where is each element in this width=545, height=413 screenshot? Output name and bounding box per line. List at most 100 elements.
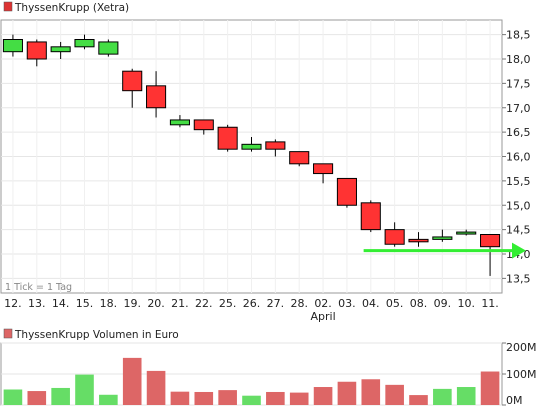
volume-bar [266, 391, 285, 405]
price-x-ticks: 12. 13. 14. 15. 18. 19. 20. 21. 22. 25. 26. 27. 28. 0… [4, 297, 499, 323]
x-month-label: April [310, 310, 335, 323]
candle-body [432, 236, 453, 240]
candle-body [50, 46, 71, 53]
volume-bar [409, 395, 428, 405]
volume-bar [456, 387, 476, 405]
volume-bar [313, 387, 333, 405]
x-tick-label: 28. [290, 297, 308, 310]
price-y-tick-label: 17,5 [506, 77, 531, 90]
candle [480, 234, 501, 276]
x-tick-label: 20. [147, 297, 165, 310]
candle [2, 34, 23, 57]
price-y-tick-label: 14,5 [506, 224, 531, 237]
volume-bar [385, 384, 404, 405]
x-tick-label: 26. [243, 297, 261, 310]
volume-y-ticks: 0M 100M 200M [502, 341, 537, 407]
volume-bar [337, 381, 357, 405]
volume-bars [3, 357, 500, 405]
arrow-head [512, 242, 526, 259]
candle-body [360, 202, 381, 231]
x-tick-label: 15. [76, 297, 94, 310]
candle-body [98, 41, 119, 55]
x-tick-label: 21. [171, 297, 189, 310]
candle [74, 34, 95, 50]
candle [50, 41, 71, 59]
volume-y-tick-label: 0M [506, 394, 523, 407]
volume-y-tick-label: 200M [506, 341, 537, 354]
volume-legend: ThyssenKrupp Volumen in Euro [14, 329, 179, 341]
x-tick-label: 27. [267, 297, 285, 310]
x-tick-label: 03. [338, 297, 356, 310]
volume-bar [480, 371, 500, 405]
candle-body [169, 119, 190, 126]
candle [265, 139, 286, 157]
candle-body [2, 39, 23, 53]
candle [122, 68, 143, 108]
x-tick-label: 22. [195, 297, 213, 310]
candle [193, 119, 214, 135]
candle-body [241, 143, 262, 150]
volume-bar [51, 387, 70, 405]
candle-body [217, 126, 238, 150]
candle-body [313, 163, 334, 175]
volume-bar [99, 394, 118, 405]
candle [313, 163, 334, 184]
support-arrow [363, 242, 526, 259]
candle [26, 39, 47, 67]
volume-panel: ThyssenKrupp Volumen in Euro 0M 100M 200M [0, 328, 537, 407]
candle [336, 177, 357, 208]
x-tick-label: 10. [457, 297, 475, 310]
candle [384, 222, 405, 247]
candle-body [146, 85, 167, 109]
candle-body [408, 238, 429, 243]
candle-body [26, 41, 47, 60]
x-tick-label: 13. [28, 297, 46, 310]
candle-body [336, 177, 357, 206]
price-y-tick-label: 18,0 [506, 53, 531, 66]
candles [2, 34, 501, 276]
volume-bar [27, 391, 47, 405]
volume-bar [122, 357, 142, 405]
price-y-tick-label: 15,5 [506, 175, 531, 188]
candle [217, 124, 238, 152]
volume-bar [218, 390, 237, 405]
price-legend: ThyssenKrupp (Xetra) [14, 2, 129, 14]
x-tick-label: 08. [410, 297, 428, 310]
volume-bar [170, 391, 190, 405]
candle-body [193, 119, 214, 131]
volume-bar [289, 392, 309, 405]
price-y-tick-label: 16,0 [506, 151, 531, 164]
price-y-tick-label: 17,0 [506, 102, 531, 115]
candle [98, 39, 119, 57]
candle-body [289, 151, 310, 165]
candle [241, 137, 262, 152]
x-tick-label: 04. [362, 297, 380, 310]
price-y-tick-label: 13,5 [506, 272, 531, 285]
candle [360, 200, 381, 233]
price-panel: 13,514,014,515,015,516,016,517,017,518,0… [0, 1, 531, 323]
candle [432, 229, 453, 242]
x-tick-label: 19. [123, 297, 141, 310]
volume-bar [3, 389, 23, 405]
x-tick-label: 18. [100, 297, 118, 310]
volume-bar [242, 395, 261, 405]
candle [169, 115, 190, 128]
candle [456, 229, 477, 236]
volume-bar [146, 370, 166, 405]
x-tick-label: 11. [481, 297, 499, 310]
x-tick-label: 09. [434, 297, 452, 310]
candle [289, 151, 310, 167]
volume-bar [433, 388, 452, 405]
price-y-tick-label: 15,0 [506, 199, 531, 212]
x-tick-label: 05. [386, 297, 404, 310]
candle [146, 71, 167, 118]
candle-body [74, 39, 95, 48]
volume-y-tick-label: 100M [506, 368, 537, 381]
price-y-tick-label: 18,5 [506, 29, 531, 42]
x-tick-label: 25. [219, 297, 237, 310]
x-tick-label: 12. [4, 297, 22, 310]
x-tick-label: 02. [314, 297, 332, 310]
volume-bar [75, 374, 94, 405]
volume-legend-swatch [3, 328, 13, 339]
